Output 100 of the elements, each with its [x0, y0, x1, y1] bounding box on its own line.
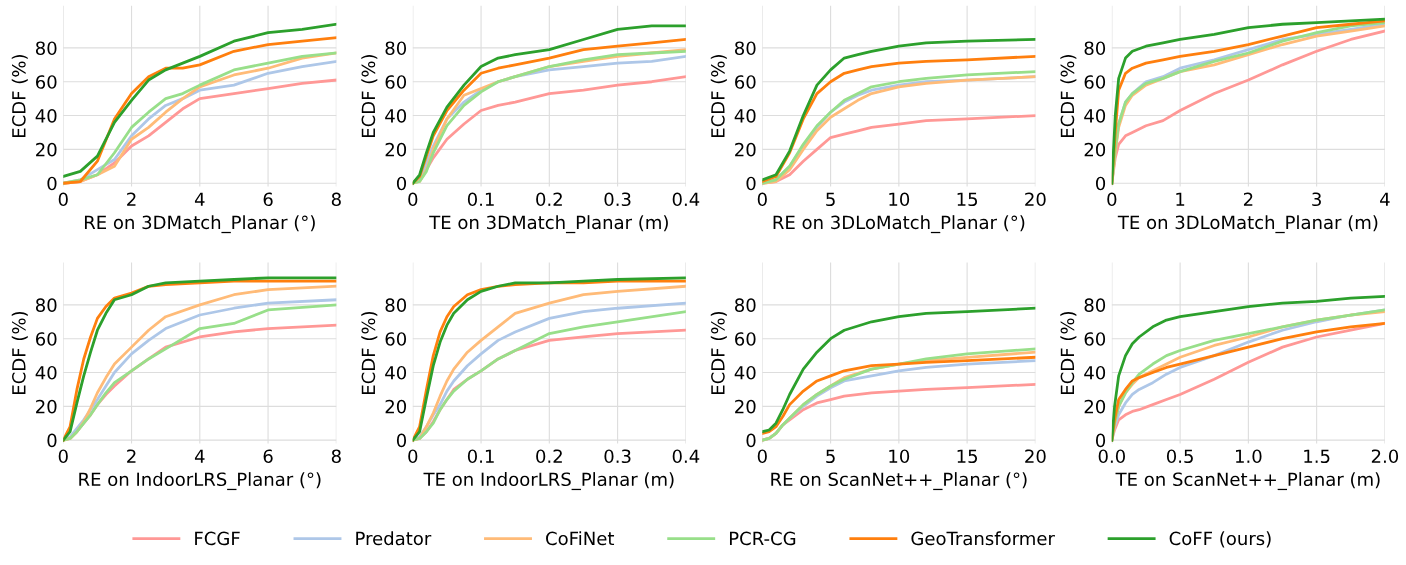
y-tick-label: 80 — [735, 298, 756, 312]
y-tick-label: 0 — [396, 176, 407, 191]
x-tick-label: 0.4 — [672, 449, 700, 464]
x-tick-label: 0.1 — [467, 449, 494, 464]
x-tick-label: 0 — [757, 449, 767, 464]
y-tick-label: 0 — [396, 433, 407, 448]
y-tick-label: 20 — [385, 142, 407, 157]
y-tick-label: 60 — [36, 75, 57, 89]
y-tick-label: 80 — [1084, 298, 1106, 312]
x-tick-label: 8 — [331, 449, 341, 464]
x-tick-label: 0.2 — [536, 449, 562, 464]
x-tick-label: 20 — [1025, 192, 1046, 207]
y-axis-title: ECDF (%) — [11, 311, 28, 394]
y-tick-label: 80 — [1084, 41, 1106, 56]
y-tick-label: 20 — [735, 399, 756, 414]
y-tick-label: 40 — [734, 109, 756, 123]
x-tick-label: 10 — [889, 449, 910, 464]
y-tick-label: 80 — [35, 41, 57, 56]
x-axis-title: TE on 3DLoMatch_Planar (m) — [1117, 215, 1378, 234]
x-axis-title: TE on ScanNet++_Planar (m) — [1115, 472, 1380, 491]
x-tick-label: 0.1 — [467, 192, 494, 207]
x-tick-label: 15 — [957, 449, 978, 464]
legend-label: PCR-CG — [729, 531, 796, 546]
y-axis-title: ECDF (%) — [1060, 55, 1077, 137]
y-axis-title: ECDF (%) — [11, 55, 28, 137]
legend-label: GeoTransformer — [911, 531, 1055, 546]
x-tick-label: 0 — [58, 192, 68, 207]
x-tick-label: 0.5 — [1166, 449, 1193, 464]
x-tick-label: 0 — [1107, 192, 1117, 207]
x-tick-label: 0.4 — [672, 192, 700, 207]
x-tick-label: 0.2 — [536, 192, 562, 207]
y-tick-label: 40 — [385, 365, 407, 380]
y-tick-label: 20 — [385, 399, 407, 414]
y-tick-label: 20 — [1084, 142, 1106, 157]
y-tick-label: 0 — [47, 176, 57, 191]
x-tick-label: 0.3 — [604, 192, 631, 207]
y-tick-label: 60 — [735, 332, 756, 346]
x-tick-label: 0 — [408, 192, 418, 207]
x-tick-label: 8 — [331, 192, 341, 207]
x-axis-title: RE on ScanNet++_Planar (°) — [771, 472, 1027, 491]
x-axis-title: TE on 3DMatch_Planar (m) — [429, 215, 668, 234]
x-tick-label: 2 — [1243, 192, 1253, 206]
x-tick-label: 0 — [58, 449, 68, 464]
y-tick-label: 0 — [746, 433, 756, 448]
x-tick-label: 0 — [408, 449, 418, 464]
x-tick-label: 0 — [757, 192, 767, 207]
y-tick-label: 0 — [1095, 176, 1106, 191]
y-tick-label: 80 — [385, 298, 407, 312]
x-tick-label: 6 — [263, 192, 273, 207]
x-axis-title: RE on 3DLoMatch_Planar (°) — [773, 215, 1025, 234]
x-axis-title: RE on IndoorLRS_Planar (°) — [79, 472, 321, 491]
y-tick-label: 0 — [746, 176, 756, 191]
y-tick-label: 20 — [735, 142, 756, 157]
x-tick-label: 4 — [194, 449, 205, 463]
x-tick-label: 4 — [1380, 192, 1390, 206]
x-axis-title: RE on 3DMatch_Planar (°) — [84, 215, 315, 234]
x-tick-label: 5 — [826, 449, 835, 464]
y-tick-label: 40 — [1084, 365, 1106, 380]
y-tick-label: 0 — [1095, 433, 1106, 448]
y-axis-title: ECDF (%) — [710, 55, 727, 137]
x-tick-label: 1 — [1176, 192, 1185, 206]
x-tick-label: 6 — [263, 449, 273, 464]
x-tick-label: 20 — [1025, 449, 1046, 464]
y-axis-title: ECDF (%) — [1060, 311, 1077, 394]
y-tick-label: 40 — [35, 109, 57, 123]
y-axis-title: ECDF (%) — [361, 311, 378, 394]
y-tick-label: 60 — [735, 75, 756, 89]
y-axis-title: ECDF (%) — [361, 55, 378, 137]
y-tick-label: 60 — [385, 75, 407, 89]
x-tick-label: 2.0 — [1371, 449, 1399, 464]
x-tick-label: 0.0 — [1098, 449, 1125, 464]
x-tick-label: 1.0 — [1236, 449, 1262, 464]
x-tick-label: 2 — [127, 449, 136, 463]
legend-label: FCGF — [195, 531, 240, 546]
y-tick-label: 40 — [35, 365, 57, 380]
y-tick-label: 60 — [385, 332, 407, 346]
y-tick-label: 40 — [385, 109, 407, 123]
y-tick-label: 80 — [35, 298, 57, 312]
y-tick-label: 40 — [1084, 109, 1106, 123]
y-tick-label: 20 — [1084, 399, 1106, 414]
y-tick-label: 80 — [385, 41, 407, 56]
x-tick-label: 5 — [826, 192, 835, 207]
y-tick-label: 60 — [36, 332, 57, 346]
y-tick-label: 20 — [36, 142, 57, 157]
y-tick-label: 60 — [1084, 75, 1106, 89]
x-tick-label: 4 — [194, 192, 205, 206]
y-tick-label: 60 — [1084, 332, 1106, 346]
y-tick-label: 80 — [735, 41, 756, 56]
legend-label: CoFF (ours) — [1169, 531, 1271, 548]
x-tick-label: 1.5 — [1304, 449, 1330, 464]
y-tick-label: 0 — [47, 433, 57, 448]
legend-label: CoFiNet — [546, 531, 615, 546]
x-tick-label: 10 — [889, 192, 910, 207]
x-tick-label: 15 — [957, 192, 978, 207]
y-axis-title: ECDF (%) — [710, 311, 727, 394]
x-axis-title: TE on IndoorLRS_Planar (m) — [423, 472, 674, 491]
x-tick-label: 3 — [1312, 192, 1321, 207]
x-tick-label: 0.3 — [604, 449, 631, 464]
legend-label: Predator — [356, 531, 432, 546]
y-tick-label: 40 — [734, 365, 756, 380]
